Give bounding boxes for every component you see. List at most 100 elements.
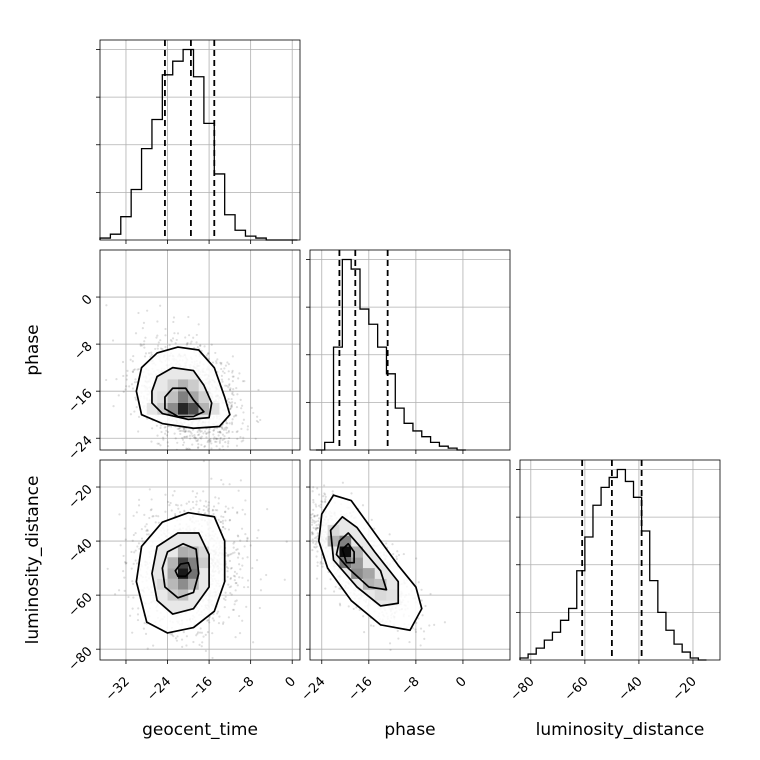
panel-phase-vs-luminosity-distance-sample-point (443, 621, 447, 624)
panel-geocent-time-vs-phase-density-cell (198, 402, 210, 415)
panel-geocent-time-vs-phase-sample-point (185, 343, 188, 346)
panel-phase-vs-luminosity-distance-contour-level-4 (341, 542, 355, 564)
panel-geocent-time-vs-luminosity-distance-sample-point (233, 551, 236, 554)
panel-phase-vs-luminosity-distance-sample-point (332, 590, 336, 593)
panel-geocent-time-vs-phase-sample-point (131, 370, 135, 373)
panel-geocent-time-vs-luminosity-distance-sample-point (178, 511, 182, 514)
panel-phase-vs-luminosity-distance-sample-point (300, 539, 302, 541)
panel-geocent-time-vs-luminosity-distance-sample-point (195, 492, 199, 495)
panel-geocent-time-vs-luminosity-distance-sample-point (227, 507, 230, 510)
panel-geocent-time-vs-phase-sample-point (156, 442, 159, 445)
panel-phase-vs-luminosity-distance-sample-point (370, 518, 373, 521)
panel-phase-vs-luminosity-distance-sample-point (312, 541, 315, 544)
panel-geocent-time-vs-luminosity-distance-sample-point (239, 568, 242, 571)
panel-geocent-time-vs-phase-sample-point (156, 320, 159, 323)
panel-geocent-time-vs-luminosity-distance-xtick-label: −8 (233, 674, 257, 698)
panel-geocent-time-vs-phase-sample-point (128, 385, 131, 388)
y-axis-title-phase: phase (23, 324, 43, 375)
panel-phase-vs-luminosity-distance-sample-point (331, 490, 334, 493)
panel-phase-vs-luminosity-distance-sample-point (312, 501, 315, 504)
panel-geocent-time-vs-phase-sample-point (220, 361, 223, 365)
panel-geocent-time-vs-luminosity-distance-sample-point (123, 527, 126, 530)
panel-phase-vs-luminosity-distance-sample-point (311, 512, 314, 516)
panel-geocent-time-vs-luminosity-distance-sample-point (227, 616, 230, 619)
panel-geocent-time-vs-phase-sample-point (213, 427, 216, 430)
panel-phase-vs-luminosity-distance-sample-point (317, 523, 320, 526)
panel-geocent-time-vs-luminosity-distance-sample-point (174, 503, 178, 506)
panel-geocent-time-vs-phase-sample-point (157, 442, 161, 445)
panel-geocent-time-vs-phase-sample-point (181, 438, 185, 441)
panel-geocent-time-vs-luminosity-distance-sample-point (131, 631, 134, 634)
panel-geocent-time-vs-luminosity-distance-sample-point (191, 500, 195, 504)
panel-geocent-time-vs-luminosity-distance-contour-level-2 (151, 532, 210, 615)
panel-geocent-time-vs-phase-sample-point (136, 368, 139, 371)
panel-phase-vs-luminosity-distance-sample-point (414, 628, 417, 631)
panel-geocent-time-vs-phase-sample-point (179, 429, 183, 432)
panel-geocent-time-vs-phase-density-cell (188, 402, 199, 415)
panel-geocent-time-vs-phase-sample-point (170, 425, 173, 428)
panel-geocent-time-vs-luminosity-distance-sample-point (240, 527, 244, 530)
panel-phase-vs-luminosity-distance-sample-point (315, 524, 318, 527)
panel-geocent-time-vs-luminosity-distance-density-cell (177, 568, 189, 579)
panel-geocent-time-vs-phase-sample-point (154, 347, 157, 351)
panel-phase-vs-luminosity-distance-sample-point (316, 527, 319, 530)
panel-geocent-time-vs-phase-sample-point (183, 428, 186, 431)
panel-geocent-time-vs-phase-sample-point (143, 346, 146, 349)
panel-geocent-time-vs-phase-sample-point (161, 436, 165, 439)
panel-geocent-time-vs-luminosity-distance-sample-point (146, 647, 149, 650)
hist-geocent-time-frame (99, 39, 301, 241)
panel-geocent-time-vs-luminosity-distance-sample-point (164, 510, 167, 513)
panel-geocent-time-vs-luminosity-distance-density-cell (188, 546, 199, 558)
panel-geocent-time-vs-phase-sample-point (209, 438, 212, 441)
panel-geocent-time-vs-luminosity-distance-sample-point (238, 576, 241, 579)
panel-geocent-time-vs-phase-sample-point (178, 426, 181, 429)
panel-geocent-time-vs-phase-sample-point (133, 368, 136, 371)
panel-geocent-time-vs-phase-sample-point (255, 419, 259, 423)
panel-geocent-time-vs-phase-sample-point (212, 456, 214, 458)
panel-geocent-time-vs-phase-sample-point (184, 336, 187, 339)
panel-geocent-time-vs-luminosity-distance-sample-point (236, 584, 239, 587)
panel-geocent-time-vs-phase-sample-point (228, 401, 231, 404)
panel-geocent-time-vs-phase-sample-point (112, 404, 115, 408)
panel-geocent-time-vs-phase-sample-point (212, 429, 215, 432)
panel-geocent-time-vs-phase-sample-point (148, 352, 151, 355)
panel-geocent-time-vs-phase-sample-point (210, 457, 212, 459)
panel-geocent-time-vs-luminosity-distance-sample-point (225, 565, 228, 569)
panel-phase-vs-luminosity-distance-sample-point (315, 505, 318, 508)
panel-geocent-time-vs-phase-sample-point (223, 435, 226, 438)
panel-geocent-time-vs-luminosity-distance-content (106, 460, 288, 660)
panel-geocent-time-vs-luminosity-distance-sample-point (224, 519, 227, 522)
panel-geocent-time-vs-phase-sample-point (181, 429, 184, 433)
panel-geocent-time-vs-luminosity-distance-sample-point (144, 632, 148, 635)
panel-geocent-time-vs-phase-sample-point (199, 430, 202, 433)
panel-geocent-time-vs-phase-sample-point (202, 432, 205, 435)
panel-geocent-time-vs-luminosity-distance-sample-point (157, 515, 160, 518)
panel-geocent-time-vs-luminosity-distance-sample-point (216, 509, 219, 512)
panel-geocent-time-vs-luminosity-distance-sample-point (173, 490, 176, 493)
panel-geocent-time-vs-luminosity-distance-sample-point (226, 555, 230, 558)
panel-geocent-time-vs-phase-sample-point (162, 438, 165, 441)
panel-geocent-time-vs-phase-sample-point (224, 364, 228, 367)
panel-phase-vs-luminosity-distance-sample-point (315, 526, 318, 530)
panel-geocent-time-vs-phase-sample-point (226, 426, 229, 430)
panel-geocent-time-vs-phase-ytick-label: −24 (66, 433, 96, 463)
panel-geocent-time-vs-phase-sample-point (259, 418, 262, 422)
panel-geocent-time-vs-phase-sample-point (142, 343, 146, 346)
panel-phase-vs-luminosity-distance-sample-point (358, 608, 361, 612)
panel-geocent-time-vs-phase-sample-point (200, 349, 203, 352)
panel-phase-vs-luminosity-distance-sample-point (313, 521, 316, 524)
panel-geocent-time-vs-luminosity-distance-sample-point (234, 582, 237, 585)
panel-geocent-time-vs-luminosity-distance-sample-point (222, 515, 225, 519)
panel-phase-vs-luminosity-distance-sample-point (301, 537, 303, 539)
panel-geocent-time-vs-luminosity-distance-sample-point (214, 496, 217, 499)
panel-geocent-time-vs-phase-sample-point (149, 355, 152, 358)
panel-geocent-time-vs-phase-sample-point (195, 341, 198, 344)
panel-geocent-time-vs-phase-sample-point (161, 347, 164, 351)
panel-geocent-time-vs-luminosity-distance-sample-point (219, 520, 222, 523)
panel-geocent-time-vs-luminosity-distance-sample-point (185, 502, 188, 505)
panel-geocent-time-vs-luminosity-distance-sample-point (169, 633, 172, 636)
panel-geocent-time-vs-phase-sample-point (191, 428, 194, 431)
panel-phase-vs-luminosity-distance-density-cell (362, 578, 375, 590)
panel-geocent-time-vs-luminosity-distance-sample-point (164, 493, 167, 496)
panel-geocent-time-vs-phase-sample-point (131, 360, 134, 363)
